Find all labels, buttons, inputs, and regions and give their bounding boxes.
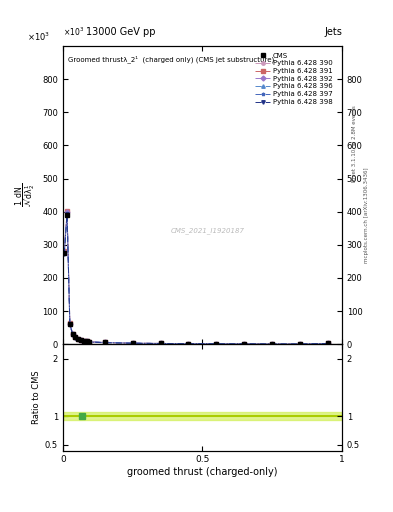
Y-axis label: $\frac{1}{\mathcal{N}}\frac{dN}{d\lambda_2^1}$: $\frac{1}{\mathcal{N}}\frac{dN}{d\lambda… [13,183,38,207]
Legend: CMS, Pythia 6.428 390, Pythia 6.428 391, Pythia 6.428 392, Pythia 6.428 396, Pyt: CMS, Pythia 6.428 390, Pythia 6.428 391,… [255,53,333,105]
X-axis label: groomed thrust (charged-only): groomed thrust (charged-only) [127,467,277,477]
Text: $\times10^3$: $\times10^3$ [27,31,50,43]
Text: Rivet 3.1.10, ≥ 2.8M events: Rivet 3.1.10, ≥ 2.8M events [352,105,357,182]
Y-axis label: Ratio to CMS: Ratio to CMS [32,371,41,424]
Text: Jets: Jets [324,27,342,37]
Bar [63,412,342,420]
Text: $\times10^3$: $\times10^3$ [63,26,84,38]
Text: CMS_2021_I1920187: CMS_2021_I1920187 [171,227,245,234]
Text: Groomed thrustλ_2¹  (charged only) (CMS jet substructure): Groomed thrustλ_2¹ (charged only) (CMS j… [68,55,275,63]
Text: mcplots.cern.ch [arXiv:1306.3436]: mcplots.cern.ch [arXiv:1306.3436] [364,167,369,263]
Text: 13000 GeV pp: 13000 GeV pp [86,27,156,37]
